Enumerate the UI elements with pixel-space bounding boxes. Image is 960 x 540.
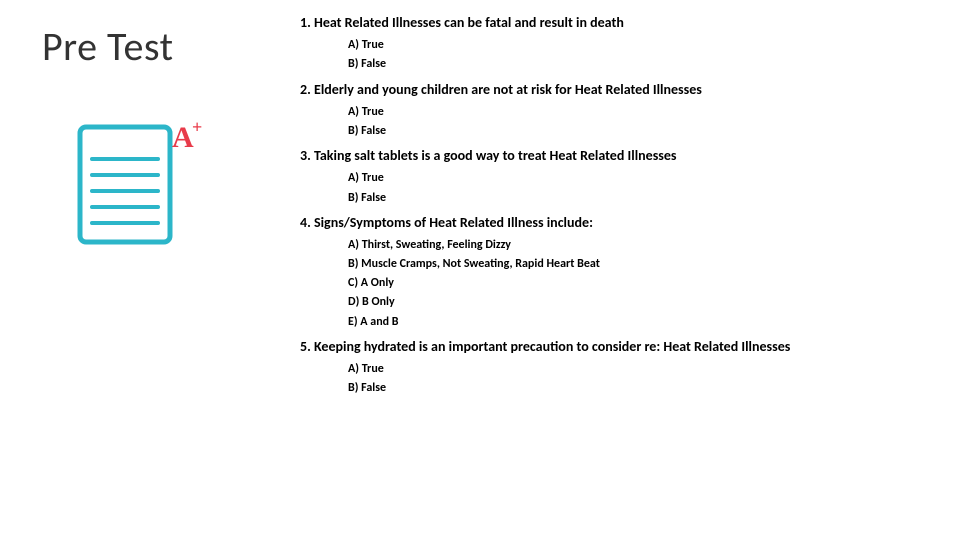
options-list: A) TrueB) False xyxy=(290,360,940,398)
question-text: 3. Taking salt tablets is a good way to … xyxy=(290,147,940,165)
option-a: A) Thirst, Sweating, Feeling Dizzy xyxy=(348,236,940,255)
questions-column: 1. Heat Related Illnesses can be fatal a… xyxy=(290,0,960,540)
option-a: A) True xyxy=(348,36,940,55)
slide-container: Pre Test A + 1. Heat Related Illnesses c… xyxy=(0,0,960,540)
option-a: A) True xyxy=(348,103,940,122)
option-c: C) A Only xyxy=(348,274,940,293)
option-b: B) False xyxy=(348,122,940,141)
question-text: 2. Elderly and young children are not at… xyxy=(290,81,940,99)
question-text: 4. Signs/Symptoms of Heat Related Illnes… xyxy=(290,214,940,232)
option-d: D) B Only xyxy=(348,293,940,312)
svg-text:A: A xyxy=(172,121,194,154)
options-list: A) TrueB) False xyxy=(290,169,940,207)
question-5: 5. Keeping hydrated is an important prec… xyxy=(290,338,940,399)
option-b: B) False xyxy=(348,189,940,208)
question-text: 1. Heat Related Illnesses can be fatal a… xyxy=(290,14,940,32)
left-column: Pre Test A + xyxy=(0,0,290,540)
options-list: A) TrueB) False xyxy=(290,103,940,141)
option-b: B) Muscle Cramps, Not Sweating, Rapid He… xyxy=(348,255,940,274)
option-e: E) A and B xyxy=(348,313,940,332)
option-b: B) False xyxy=(348,55,940,74)
option-a: A) True xyxy=(348,169,940,188)
question-4: 4. Signs/Symptoms of Heat Related Illnes… xyxy=(290,214,940,332)
test-paper-icon: A + xyxy=(72,119,202,249)
page-title: Pre Test xyxy=(42,25,290,69)
option-b: B) False xyxy=(348,379,940,398)
question-3: 3. Taking salt tablets is a good way to … xyxy=(290,147,940,208)
question-1: 1. Heat Related Illnesses can be fatal a… xyxy=(290,14,940,75)
question-2: 2. Elderly and young children are not at… xyxy=(290,81,940,142)
questions-list: 1. Heat Related Illnesses can be fatal a… xyxy=(290,14,940,398)
question-text: 5. Keeping hydrated is an important prec… xyxy=(290,338,940,356)
options-list: A) Thirst, Sweating, Feeling DizzyB) Mus… xyxy=(290,236,940,332)
option-a: A) True xyxy=(348,360,940,379)
options-list: A) TrueB) False xyxy=(290,36,940,74)
svg-text:+: + xyxy=(192,119,202,137)
